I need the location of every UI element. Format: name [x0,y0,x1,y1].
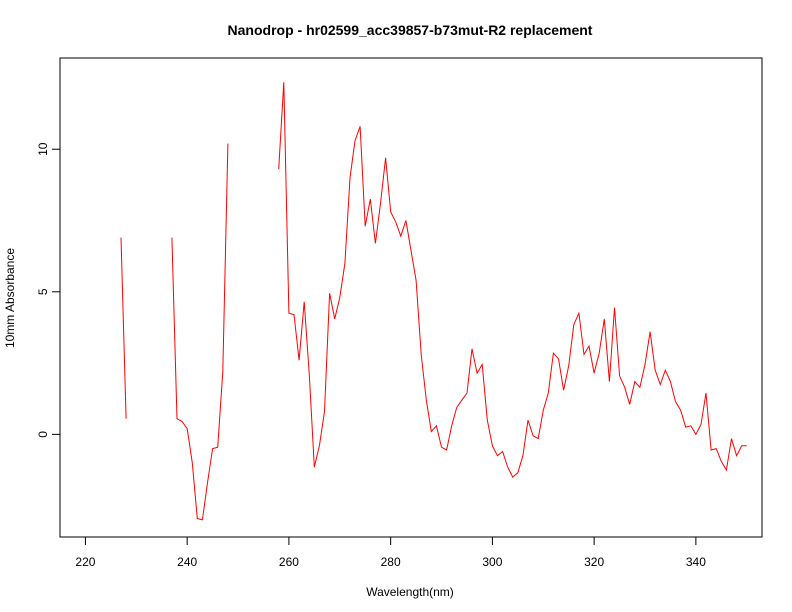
x-tick-label: 240 [177,555,197,569]
x-axis-label: Wavelength(nm) [366,585,454,599]
y-axis: 0 5 10 [36,142,61,438]
plot-frame [59,57,763,538]
y-tick-label: 5 [36,288,50,295]
series-line-segment [120,237,127,419]
x-tick-label: 260 [279,555,299,569]
x-tick-label: 320 [584,555,604,569]
x-tick-label: 300 [482,555,502,569]
series-group [120,82,747,521]
x-axis: 220 240 260 280 300 320 340 [75,536,706,569]
x-tick-label: 340 [686,555,706,569]
y-tick-label: 10 [36,142,50,156]
x-tick-label: 280 [381,555,401,569]
chart-title: Nanodrop - hr02599_acc39857-b73mut-R2 re… [228,22,593,38]
x-tick-label: 220 [75,555,95,569]
y-tick-label: 0 [36,431,50,438]
series-line-segment [171,143,229,521]
series-line-segment [278,82,747,478]
y-axis-label: 10mm Absorbance [3,248,17,348]
